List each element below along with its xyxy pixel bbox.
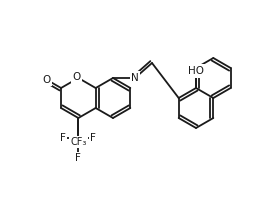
Text: CF₃: CF₃ (70, 137, 86, 147)
Text: N: N (131, 73, 139, 83)
Text: F: F (61, 133, 66, 143)
Text: HO: HO (188, 66, 204, 76)
Text: O: O (42, 75, 51, 84)
Text: F: F (75, 153, 81, 163)
Text: O: O (72, 72, 80, 82)
Text: F: F (90, 133, 96, 143)
